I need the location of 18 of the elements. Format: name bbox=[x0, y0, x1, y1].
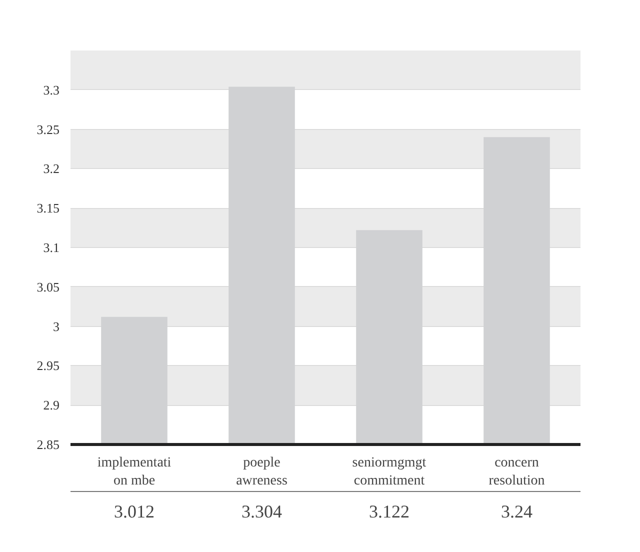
y-tick-label: 3.1 bbox=[43, 240, 60, 255]
data-label: 3.122 bbox=[369, 502, 410, 522]
x-tick-label: poeple awreness bbox=[236, 456, 288, 488]
y-tick-label: 3.15 bbox=[36, 200, 60, 216]
y-tick-label: 2.95 bbox=[36, 358, 60, 374]
y-tick-label: 3.3 bbox=[43, 82, 60, 98]
y-tick-label: 3 bbox=[53, 318, 60, 334]
y-tick-label: 3.2 bbox=[43, 161, 60, 176]
x-tick-label: concern resolution bbox=[488, 456, 545, 488]
data-label: 3.304 bbox=[242, 502, 282, 522]
data-label: 3.24 bbox=[501, 502, 532, 522]
y-tick-label: 2.85 bbox=[36, 437, 60, 452]
data-label: 3.012 bbox=[114, 502, 154, 522]
y-tick-label: 3.05 bbox=[36, 279, 60, 294]
y-tick-label: 3.25 bbox=[36, 122, 60, 137]
y-tick-label: 2.9 bbox=[43, 398, 60, 413]
x-tick-label: implementation mbe bbox=[97, 456, 172, 488]
x-tick-label: seniormgmgt commitment bbox=[352, 456, 426, 488]
